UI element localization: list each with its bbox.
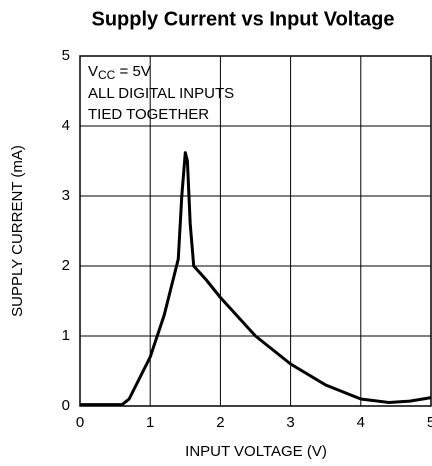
x-tick-label: 4 bbox=[357, 414, 365, 431]
plot-frame bbox=[79, 55, 432, 407]
annotation-line: TIED TOGETHER bbox=[88, 106, 209, 123]
x-tick-label: 1 bbox=[146, 414, 154, 431]
y-tick-label: 5 bbox=[62, 47, 70, 64]
x-tick-label: 5 bbox=[427, 414, 432, 431]
annotation-symbol: V bbox=[88, 63, 98, 80]
y-tick-label: 3 bbox=[62, 187, 70, 204]
annotation: VCC = 5V bbox=[88, 63, 151, 82]
y-axis-label: SUPPLY CURRENT (mA) bbox=[9, 145, 26, 317]
x-axis-label: INPUT VOLTAGE (V) bbox=[185, 443, 327, 460]
y-tick-label: 0 bbox=[62, 397, 70, 414]
x-tick-label: 2 bbox=[216, 414, 224, 431]
chart-title: Supply Current vs Input Voltage bbox=[92, 8, 395, 30]
y-tick-label: 4 bbox=[62, 117, 70, 134]
annotation-line: ALL DIGITAL INPUTS bbox=[88, 85, 234, 102]
y-tick-label: 1 bbox=[62, 327, 70, 344]
annotation-text: = 5V bbox=[115, 63, 150, 80]
y-tick-label: 2 bbox=[62, 257, 70, 274]
annotation-subscript: CC bbox=[98, 68, 116, 82]
data-line bbox=[80, 151, 432, 407]
x-tick-label: 0 bbox=[76, 414, 84, 431]
x-tick-label: 3 bbox=[286, 414, 294, 431]
